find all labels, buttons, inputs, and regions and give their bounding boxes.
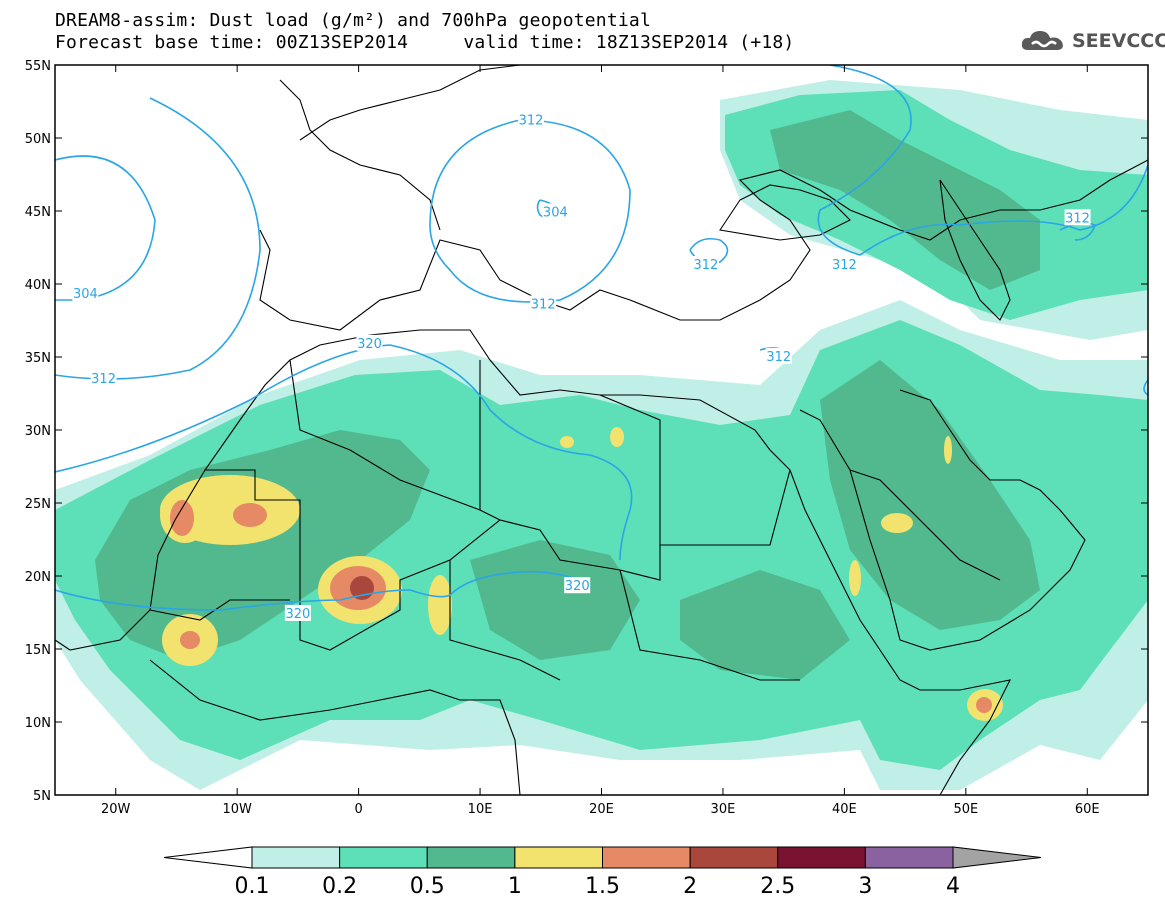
contour-label: 320 xyxy=(357,337,382,352)
colorbar-tick-label: 3 xyxy=(858,874,872,899)
contour-label: 312 xyxy=(832,258,857,273)
contour-label-bg xyxy=(72,285,99,302)
colorbar-bin xyxy=(426,846,516,869)
contour-label-bg xyxy=(564,577,591,594)
lat-tick-label: 45N xyxy=(25,205,51,220)
colorbar-bin xyxy=(251,846,341,869)
lon-tick-label: 50E xyxy=(953,802,978,817)
dust-region-high-11 xyxy=(944,436,952,464)
colorbar-tick-label: 4 xyxy=(946,874,960,899)
colorbar-high-triangle xyxy=(952,846,1042,869)
colorbar-bin xyxy=(602,846,691,869)
lat-tick-label: 25N xyxy=(25,497,51,512)
axis-ticks: 20W 10W 0 10E 20E 30E 40E 50E 60E 55N 50N 45N 40N 35N… xyxy=(25,59,1148,817)
colorbar-tick-label: 1.5 xyxy=(585,874,620,899)
contour-label-bg xyxy=(284,604,311,621)
contour-label-bg xyxy=(692,256,719,273)
brand-name: SEEVCCC xyxy=(1072,30,1165,52)
lon-tick-label: 10E xyxy=(468,802,493,817)
dust-region-high-10 xyxy=(560,436,574,448)
colorbar-tick-label: 0.2 xyxy=(322,874,357,899)
colorbar-tick-label: 0.5 xyxy=(410,874,445,899)
contour-label-bg xyxy=(1064,209,1091,226)
dust-region-very-high-4 xyxy=(180,631,200,649)
lon-tick-label: 30E xyxy=(711,802,736,817)
lat-tick-label: 15N xyxy=(25,643,51,658)
contour-label-bg xyxy=(542,203,569,220)
lon-tick-label: 60E xyxy=(1075,802,1100,817)
contour-label: 312 xyxy=(531,297,556,312)
colorbar-tick-label: 2 xyxy=(683,874,697,899)
contour-312-north xyxy=(817,65,1148,256)
dust-region-high-7 xyxy=(881,513,913,533)
contour-label-bg xyxy=(530,295,557,312)
map-title: DREAM8-assim: Dust load (g/m²) and 700hP… xyxy=(55,10,651,31)
colorbar-bin xyxy=(777,846,866,869)
dust-region-very-high-5 xyxy=(976,697,992,713)
dust-region-very-high-2 xyxy=(170,500,194,536)
contour-312-caspian xyxy=(1059,222,1097,241)
contour-label-bg xyxy=(765,348,792,364)
colorbar-low-triangle xyxy=(163,846,253,869)
contour-label-bg xyxy=(831,256,858,273)
colorbar-tick-label: 2.5 xyxy=(760,874,795,899)
contour-label: 312 xyxy=(91,372,116,387)
dust-region-medium-east xyxy=(680,570,850,680)
contour-label: 320 xyxy=(565,579,590,594)
dust-region-high-5 xyxy=(428,575,452,635)
colorbar: 0.1 0.2 0.5 1 1.5 2 2.5 3 4 xyxy=(163,846,1042,899)
map-subtitle-times: Forecast base time: 00Z13SEP2014 valid t… xyxy=(55,32,795,53)
dust-region-medium-central xyxy=(470,540,640,660)
contour-304-west xyxy=(55,155,156,301)
contour-label: 320 xyxy=(285,607,310,622)
contour-312-europe xyxy=(429,119,631,303)
geopotential-contours xyxy=(55,65,1148,611)
lat-tick-label: 35N xyxy=(25,351,51,366)
contour-label: 312 xyxy=(519,113,544,128)
colorbar-tick-label: 1 xyxy=(508,874,522,899)
lat-tick-label: 20N xyxy=(25,570,51,585)
lat-tick-label: 5N xyxy=(33,789,51,804)
contour-label: 304 xyxy=(543,205,568,220)
contour-label-bg xyxy=(356,334,383,351)
contour-312-west xyxy=(55,97,261,380)
dust-shading-layer xyxy=(55,80,1148,790)
lat-tick-label: 40N xyxy=(25,278,51,293)
dust-region-high-8 xyxy=(849,560,861,596)
contour-label: 312 xyxy=(766,350,791,365)
colorbar-bin xyxy=(514,846,603,869)
cloud-logo-icon xyxy=(1021,31,1063,50)
colorbar-bin xyxy=(339,846,428,869)
contour-far-east xyxy=(1143,379,1148,396)
dust-region-medium-arabia xyxy=(820,360,1040,630)
colorbar-bin xyxy=(689,846,779,869)
lon-tick-label: 20E xyxy=(589,802,614,817)
dust-region-very-high-1 xyxy=(233,503,267,527)
contour-320 xyxy=(55,344,633,611)
lat-tick-label: 10N xyxy=(25,716,51,731)
dust-region-medium-north xyxy=(770,110,1040,290)
lon-tick-label: 20W xyxy=(101,802,131,817)
contour-label-bg xyxy=(518,111,545,128)
contour-label: 312 xyxy=(1065,211,1090,226)
contour-label-bg xyxy=(90,369,117,386)
contour-label-layer: 304 312 312 304 312 312 312 312 312 320 320 320 xyxy=(72,111,1091,622)
contour-label: 304 xyxy=(73,287,98,302)
lon-tick-label: 40E xyxy=(832,802,857,817)
colorbar-tick-label: 0.1 xyxy=(235,874,270,899)
lat-tick-label: 55N xyxy=(25,59,51,74)
lon-tick-label: 0 xyxy=(354,802,362,817)
lon-tick-label: 10W xyxy=(222,802,252,817)
lat-tick-label: 50N xyxy=(25,132,51,147)
brand-logo: SEEVCCC xyxy=(1020,28,1165,54)
lat-tick-label: 30N xyxy=(25,424,51,439)
colorbar-bin xyxy=(864,846,954,869)
coastlines-and-borders xyxy=(55,65,1148,795)
contour-label: 312 xyxy=(694,258,719,273)
dust-region-high-9 xyxy=(610,427,624,447)
